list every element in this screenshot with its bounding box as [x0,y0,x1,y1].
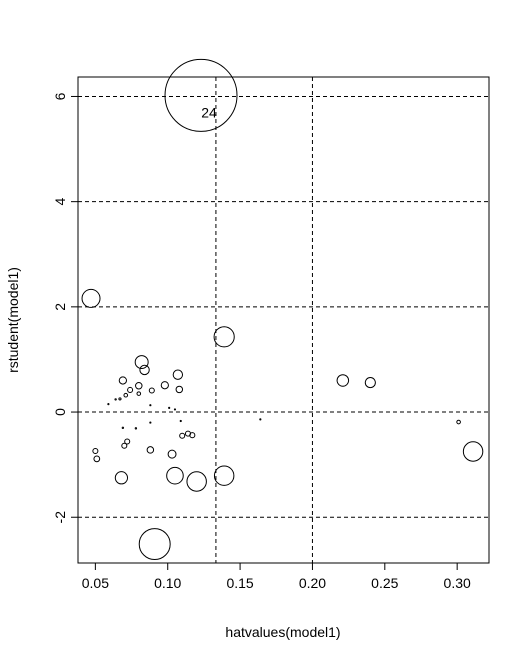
point-33 [146,446,155,454]
point-17 [168,406,171,409]
point-37 [166,466,184,485]
y-axis: -2 0 2 4 6 [52,92,78,523]
x-axis-title: hatvalues(model1) [225,624,340,640]
point-8 [135,382,143,390]
point-35 [462,441,484,462]
point-15 [114,398,117,401]
point-36 [114,471,129,485]
point-21 [149,421,152,424]
point-39 [186,471,207,492]
point-42 [138,528,171,561]
point-4 [139,364,150,376]
x-tick-label-1: 0.10 [154,575,181,591]
x-tick-label-4: 0.25 [371,575,398,591]
point-22 [259,418,262,421]
x-tick-label-0: 0.05 [82,575,109,591]
point-24 [121,426,125,430]
point-12 [136,391,142,396]
y-tick-label-2: 2 [52,303,68,311]
point-0 [164,58,238,132]
point-31 [92,447,99,454]
point-30 [121,442,128,449]
point-3 [134,355,149,370]
y-tick-label-1: 0 [52,408,68,416]
point-18 [173,408,177,411]
point-40 [336,374,350,387]
point-38 [213,465,235,486]
data-points: 24 [81,58,484,561]
point-28 [189,432,196,439]
x-tick-label-3: 0.20 [299,575,326,591]
point-19 [149,404,152,407]
point-9 [175,385,184,394]
y-axis-title: rstudent(model1) [5,267,21,373]
point-7 [160,381,169,390]
point-1 [81,288,101,308]
point-23 [456,419,461,425]
point-27 [179,432,186,439]
y-tick-label-3: 4 [52,198,68,206]
x-tick-label-5: 0.30 [444,575,471,591]
point-29 [124,438,131,445]
y-tick-label-4: 6 [52,92,68,100]
point-34 [167,449,177,459]
point-25 [134,427,138,430]
point-41 [364,377,376,389]
point-11 [148,387,155,394]
point-6 [118,376,127,385]
plot-frame [77,76,490,564]
point-16 [107,403,110,406]
point-10 [127,386,134,393]
point-label-0: 24 [201,104,217,120]
point-5 [172,369,184,380]
point-2 [213,326,235,348]
point-20 [179,419,182,423]
x-tick-label-2: 0.15 [226,575,253,591]
point-14 [118,397,122,401]
reference-lines [78,77,489,563]
point-13 [123,392,129,398]
x-axis: 0.05 0.10 0.15 0.20 0.25 0.30 [82,563,471,591]
y-tick-label-0: -2 [52,511,68,524]
point-32 [93,455,101,463]
